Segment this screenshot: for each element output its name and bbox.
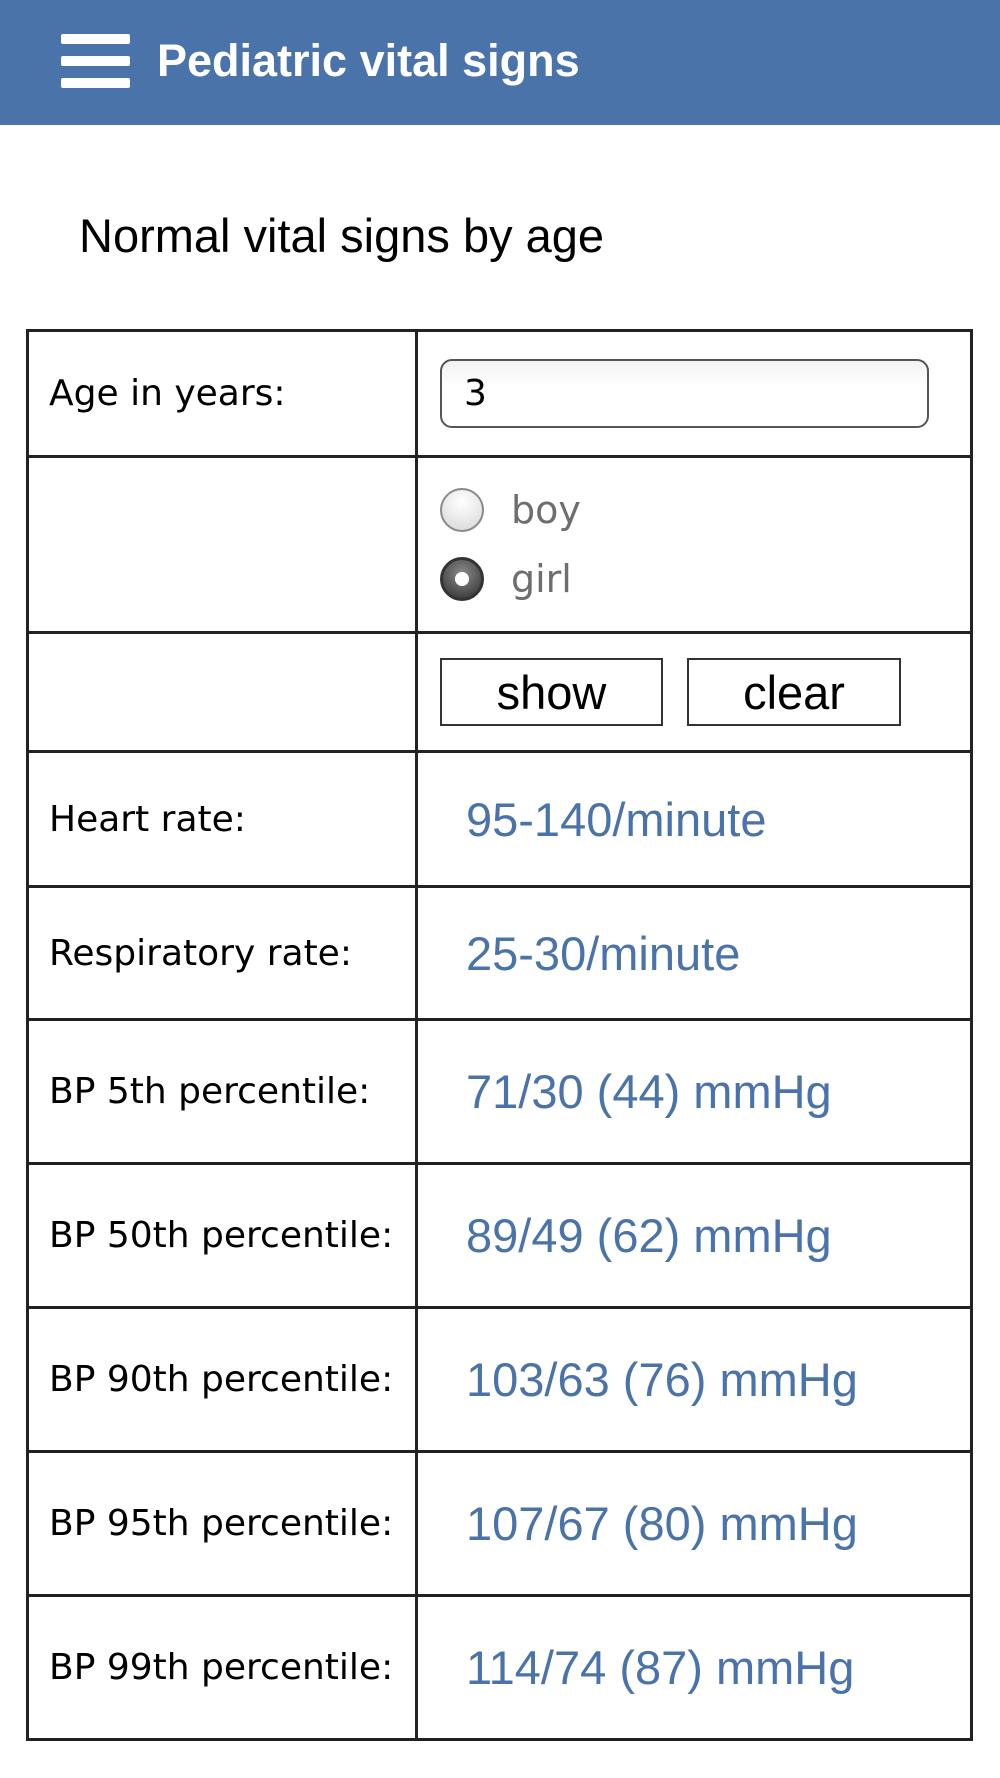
table-row: boy girl: [26, 455, 973, 634]
respiratory-rate-value: 25-30/minute: [415, 885, 973, 1021]
hamburger-menu-icon[interactable]: [61, 34, 130, 89]
button-cell: show clear: [415, 631, 973, 753]
app-header: Pediatric vital signs: [0, 0, 1000, 125]
empty-cell: [26, 455, 418, 634]
bp-99th-value: 114/74 (87) mmHg: [415, 1594, 973, 1741]
boy-radio-label[interactable]: boy: [511, 488, 581, 532]
age-label: Age in years:: [26, 329, 418, 458]
radio-option-boy[interactable]: boy: [440, 476, 970, 545]
girl-radio[interactable]: [440, 557, 484, 601]
show-button[interactable]: show: [440, 658, 663, 726]
bp-99th-label: BP 99th percentile:: [26, 1594, 418, 1741]
empty-cell: [26, 631, 418, 753]
result-row-bp-5th: BP 5th percentile: 71/30 (44) mmHg: [26, 1018, 973, 1165]
result-row-bp-90th: BP 90th percentile: 103/63 (76) mmHg: [26, 1306, 973, 1453]
boy-radio[interactable]: [440, 488, 484, 532]
result-row-heart-rate: Heart rate: 95-140/minute: [26, 750, 973, 888]
heart-rate-value: 95-140/minute: [415, 750, 973, 888]
respiratory-rate-label: Respiratory rate:: [26, 885, 418, 1021]
result-row-bp-99th: BP 99th percentile: 114/74 (87) mmHg: [26, 1594, 973, 1741]
table-row: Age in years:: [26, 329, 973, 458]
bp-90th-label: BP 90th percentile:: [26, 1306, 418, 1453]
bp-90th-value: 103/63 (76) mmHg: [415, 1306, 973, 1453]
bp-5th-value: 71/30 (44) mmHg: [415, 1018, 973, 1165]
result-row-bp-95th: BP 95th percentile: 107/67 (80) mmHg: [26, 1450, 973, 1597]
bp-95th-value: 107/67 (80) mmHg: [415, 1450, 973, 1597]
bp-95th-label: BP 95th percentile:: [26, 1450, 418, 1597]
age-input[interactable]: [440, 359, 929, 428]
clear-button[interactable]: clear: [687, 658, 901, 726]
section-heading: Normal vital signs by age: [79, 209, 605, 262]
vital-signs-table: Age in years: boy girl show clear Heart r…: [26, 329, 973, 1741]
heart-rate-label: Heart rate:: [26, 750, 418, 888]
bp-50th-label: BP 50th percentile:: [26, 1162, 418, 1309]
radio-option-girl[interactable]: girl: [440, 545, 970, 614]
age-cell: [415, 329, 973, 458]
bp-5th-label: BP 5th percentile:: [26, 1018, 418, 1165]
result-row-respiratory-rate: Respiratory rate: 25-30/minute: [26, 885, 973, 1021]
sex-radio-group: boy girl: [415, 455, 973, 634]
bp-50th-value: 89/49 (62) mmHg: [415, 1162, 973, 1309]
girl-radio-label[interactable]: girl: [511, 557, 572, 601]
result-row-bp-50th: BP 50th percentile: 89/49 (62) mmHg: [26, 1162, 973, 1309]
page-title: Pediatric vital signs: [157, 35, 580, 86]
table-row: show clear: [26, 631, 973, 753]
